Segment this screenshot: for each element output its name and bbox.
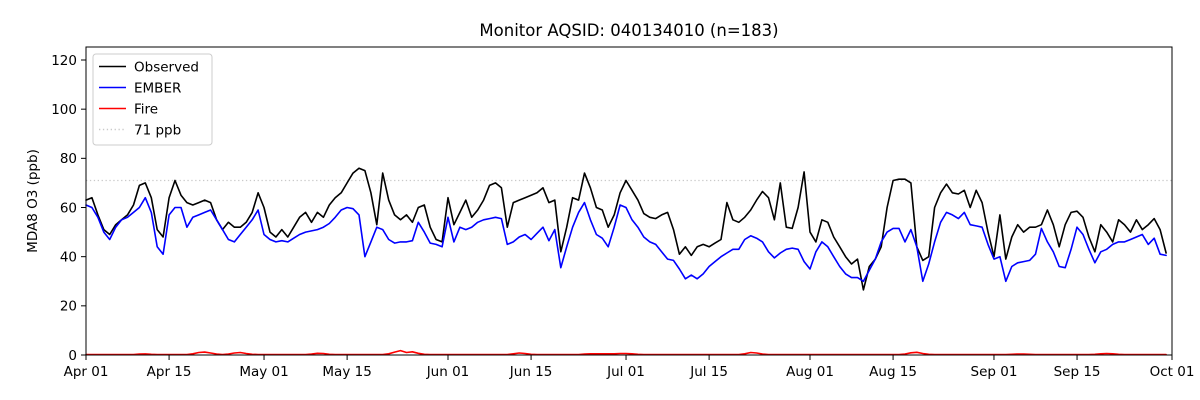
ember-series-line (85, 196, 1167, 283)
legend-observed-label: Observed (134, 60, 199, 76)
x-tick-label: May 15 (322, 364, 371, 380)
y-tick-label: 100 (51, 102, 77, 118)
y-tick-label: 40 (60, 249, 77, 265)
x-tick-label: Aug 01 (786, 364, 834, 380)
x-tick-label: Jun 15 (509, 364, 553, 380)
y-axis-ticks: 0 20 40 60 80 100 120 (51, 53, 86, 364)
x-tick-label: Apr 15 (147, 364, 192, 380)
x-tick-label: Jul 15 (689, 364, 728, 380)
x-tick-label: Sep 01 (971, 364, 1018, 380)
x-tick-label: Jul 01 (606, 364, 645, 380)
y-tick-label: 0 (68, 348, 77, 364)
x-tick-label: May 01 (239, 364, 288, 380)
plot-border (85, 46, 1173, 356)
legend-box (92, 53, 213, 146)
y-tick-label: 20 (60, 299, 77, 315)
legend-threshold-label: 71 ppb (134, 123, 181, 139)
y-tick-label: 80 (60, 151, 77, 167)
x-tick-label: Oct 01 (1150, 364, 1195, 380)
legend-ember-label: EMBER (134, 81, 181, 97)
legend-fire-label: Fire (134, 102, 158, 118)
x-tick-label: Apr 01 (64, 364, 109, 380)
y-axis-label: MDA8 O3 (ppb) (25, 149, 41, 253)
observed-series-line (85, 167, 1167, 291)
y-tick-label: 60 (60, 200, 77, 216)
x-tick-label: Sep 15 (1054, 364, 1101, 380)
x-tick-label: Aug 15 (869, 364, 917, 380)
x-axis-ticks: Apr 01 Apr 15 May 01 May 15 Jun 01 Jun 15 Jul … (64, 355, 1195, 380)
x-tick-label: Jun 01 (426, 364, 470, 380)
y-tick-label: 120 (51, 53, 77, 69)
chart-title: Monitor AQSID: 040134010 (n=183) (479, 21, 778, 40)
legend: Observed EMBER Fire 71 ppb (92, 53, 213, 146)
